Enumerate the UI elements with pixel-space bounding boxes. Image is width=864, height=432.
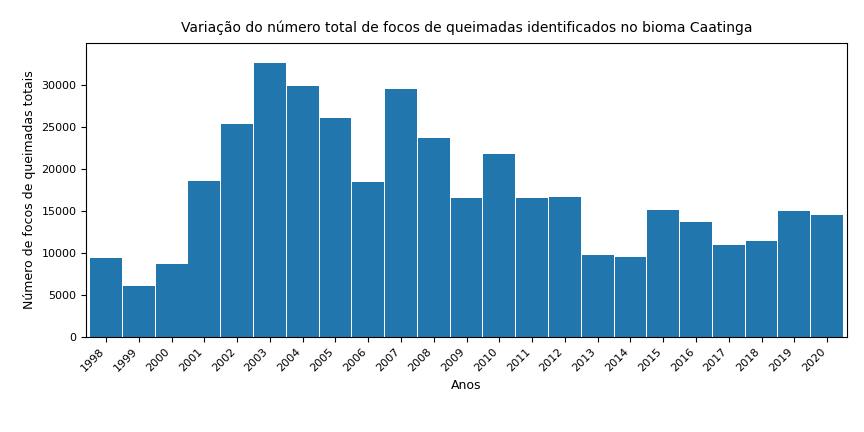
Bar <box>320 118 352 337</box>
Bar <box>581 255 613 337</box>
Bar <box>811 215 843 337</box>
Bar <box>549 197 581 337</box>
Y-axis label: Número de focos de queimadas totais: Número de focos de queimadas totais <box>23 71 36 309</box>
Bar <box>123 286 155 337</box>
Bar <box>353 182 384 337</box>
Bar <box>778 211 810 337</box>
Bar <box>90 258 122 337</box>
Bar <box>746 241 778 337</box>
Title: Variação do número total de focos de queimadas identificados no bioma Caatinga: Variação do número total de focos de que… <box>181 21 753 35</box>
Bar <box>484 154 515 337</box>
Bar <box>156 264 187 337</box>
Bar <box>254 63 286 337</box>
Bar <box>451 197 482 337</box>
Bar <box>680 222 712 337</box>
Bar <box>418 138 449 337</box>
Bar <box>287 86 319 337</box>
Bar <box>188 181 220 337</box>
Bar <box>385 89 417 337</box>
Bar <box>614 257 646 337</box>
Bar <box>647 210 679 337</box>
Bar <box>713 245 745 337</box>
Bar <box>516 198 548 337</box>
X-axis label: Anos: Anos <box>451 379 482 392</box>
Bar <box>221 124 253 337</box>
